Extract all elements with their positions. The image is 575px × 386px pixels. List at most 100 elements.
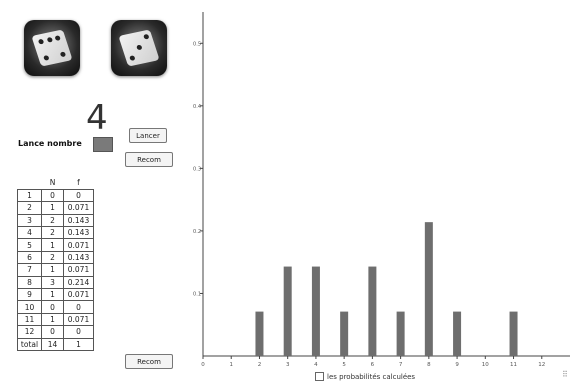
- count-cell: 1: [41, 312, 64, 327]
- bar: [396, 311, 405, 356]
- bar: [283, 266, 292, 356]
- count-cell: 14: [41, 337, 64, 351]
- y-tick-label: 0.3: [193, 166, 201, 172]
- probabilities-checkbox-label: les probabilités calculées: [327, 372, 416, 381]
- count-cell: 0: [41, 188, 64, 203]
- x-tick-label: 7: [399, 362, 403, 368]
- bar: [311, 266, 320, 356]
- count-cell: 0: [41, 300, 64, 314]
- pip: [59, 51, 67, 58]
- y-tick-label: 0.1: [193, 291, 201, 297]
- sum-cell: 2: [17, 201, 42, 215]
- frequency-cell: 0.071: [63, 287, 94, 302]
- x-tick-label: 1: [229, 362, 233, 368]
- sum-cell: 8: [17, 275, 42, 290]
- throw-button[interactable]: Lancer: [129, 128, 167, 143]
- x-tick-label: 9: [455, 362, 459, 368]
- sum-cell: 7: [17, 263, 42, 277]
- frequency-cell: 0: [63, 300, 94, 314]
- reset-button[interactable]: Recom: [125, 152, 173, 167]
- y-tick-label: 0.2: [193, 229, 201, 235]
- sum-cell: 5: [17, 238, 42, 252]
- count-cell: 1: [41, 201, 64, 215]
- frequency-table: N f 1 0 0 2 1 0.071 3 2 0.143 4 2 0.143 5 1 0.071 6 2 0.1…: [17, 177, 94, 351]
- y-tick-label: 0.4: [193, 104, 201, 110]
- frequency-cell: 1: [63, 337, 94, 351]
- probabilities-checkbox[interactable]: [315, 372, 324, 381]
- sum-cell: 11: [17, 312, 42, 327]
- bar: [340, 311, 349, 356]
- sum-cell: 3: [17, 213, 42, 228]
- count-cell: 2: [41, 226, 64, 240]
- x-tick-label: 6: [371, 362, 375, 368]
- frequency-cell: 0.143: [63, 250, 94, 265]
- pip: [46, 36, 54, 43]
- sum-display: 4: [86, 98, 108, 138]
- table-row: 5 1 0.071: [17, 238, 94, 252]
- x-tick-label: 2: [258, 362, 262, 368]
- count-cell: 3: [41, 275, 64, 290]
- sum-cell: 6: [17, 250, 42, 265]
- frequency-cell: 0.214: [63, 275, 94, 290]
- bar: [255, 311, 264, 356]
- table-row: 7 1 0.071: [17, 263, 94, 277]
- table-header: f: [63, 177, 94, 190]
- resize-handle-icon[interactable]: ⠿: [562, 370, 568, 379]
- count-cell: 1: [41, 287, 64, 302]
- frequency-cell: 0.071: [63, 201, 94, 215]
- table-row: 4 2 0.143: [17, 226, 94, 240]
- frequency-bar-chart: 0.10.20.30.40.50 1 2 3 4 5 6 7 8 9 10 11 12: [193, 12, 570, 368]
- pip: [136, 44, 143, 51]
- table-row: 9 1 0.071: [17, 287, 94, 302]
- sum-cell: 12: [17, 325, 42, 339]
- table-row: 3 2 0.143: [17, 213, 94, 228]
- table-row: 12 0 0: [17, 325, 94, 339]
- frequency-cell: 0: [63, 325, 94, 339]
- show-probabilities-toggle[interactable]: les probabilités calculées: [315, 372, 415, 381]
- pip: [129, 55, 136, 62]
- die-2-image[interactable]: [111, 20, 167, 76]
- frequency-cell: 0.071: [63, 238, 94, 252]
- sum-cell: total: [17, 337, 42, 351]
- die-1-face: [31, 29, 73, 67]
- frequency-cell: 0.143: [63, 226, 94, 240]
- pip: [54, 35, 61, 42]
- frequency-cell: 0.071: [63, 312, 94, 327]
- sum-cell: 1: [17, 188, 42, 203]
- count-cell: 2: [41, 213, 64, 228]
- table-header: N: [41, 177, 64, 190]
- x-tick-label: 8: [427, 362, 431, 368]
- count-cell: 1: [41, 238, 64, 252]
- table-row: 2 1 0.071: [17, 201, 94, 215]
- x-tick-label: 4: [314, 362, 318, 368]
- table-row: 10 0 0: [17, 300, 94, 314]
- pip: [37, 38, 45, 45]
- frequency-cell: 0: [63, 188, 94, 203]
- frequency-cell: 0.071: [63, 263, 94, 277]
- x-tick-label: 0: [201, 362, 205, 368]
- sum-cell: 4: [17, 226, 42, 240]
- table-row: 6 2 0.143: [17, 250, 94, 265]
- table-row: total 14 1: [17, 337, 94, 351]
- bar: [424, 222, 433, 356]
- table-row: 11 1 0.071: [17, 312, 94, 327]
- count-cell: 1: [41, 263, 64, 277]
- bar: [368, 266, 377, 356]
- x-tick-label: 12: [538, 362, 545, 368]
- table-row: 8 3 0.214: [17, 275, 94, 290]
- x-tick-label: 11: [510, 362, 517, 368]
- count-cell: 2: [41, 250, 64, 265]
- bar: [509, 311, 518, 356]
- die-1-image[interactable]: [24, 20, 80, 76]
- pip: [43, 54, 50, 61]
- sum-cell: 9: [17, 287, 42, 302]
- x-tick-label: 5: [342, 362, 346, 368]
- sum-cell: 10: [17, 300, 42, 314]
- x-tick-label: 10: [482, 362, 489, 368]
- frequency-cell: 0.143: [63, 213, 94, 228]
- clear-button[interactable]: Recom: [125, 354, 173, 369]
- y-tick-label: 0.5: [193, 41, 201, 47]
- throw-count-input[interactable]: [93, 137, 113, 152]
